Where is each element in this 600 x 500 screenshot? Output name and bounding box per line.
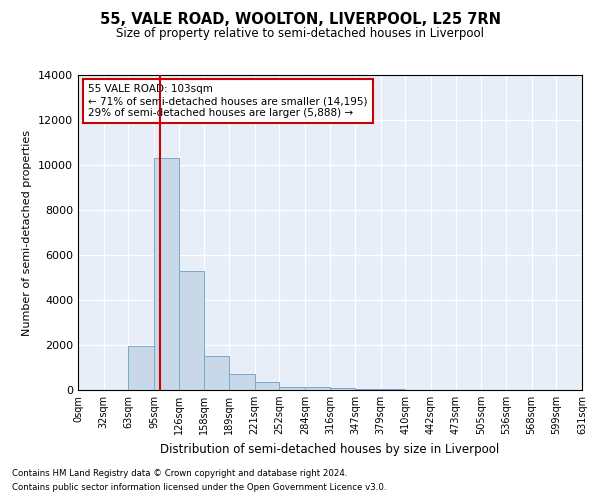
- Bar: [154, 158, 179, 390]
- Bar: [229, 374, 254, 390]
- X-axis label: Distribution of semi-detached houses by size in Liverpool: Distribution of semi-detached houses by …: [160, 442, 500, 456]
- Y-axis label: Number of semi-detached properties: Number of semi-detached properties: [22, 130, 32, 336]
- Bar: [254, 382, 279, 390]
- Bar: [381, 389, 406, 390]
- Bar: [204, 356, 229, 390]
- Bar: [128, 346, 154, 390]
- Text: Contains HM Land Registry data © Crown copyright and database right 2024.: Contains HM Land Registry data © Crown c…: [12, 468, 347, 477]
- Bar: [179, 271, 204, 390]
- Text: 55, VALE ROAD, WOOLTON, LIVERPOOL, L25 7RN: 55, VALE ROAD, WOOLTON, LIVERPOOL, L25 7…: [100, 12, 500, 28]
- Bar: [279, 386, 305, 390]
- Text: Contains public sector information licensed under the Open Government Licence v3: Contains public sector information licen…: [12, 484, 386, 492]
- Bar: [331, 388, 355, 390]
- Text: 55 VALE ROAD: 103sqm
← 71% of semi-detached houses are smaller (14,195)
29% of s: 55 VALE ROAD: 103sqm ← 71% of semi-detac…: [88, 84, 368, 117]
- Bar: [355, 389, 381, 390]
- Text: Size of property relative to semi-detached houses in Liverpool: Size of property relative to semi-detach…: [116, 28, 484, 40]
- Bar: [305, 386, 331, 390]
